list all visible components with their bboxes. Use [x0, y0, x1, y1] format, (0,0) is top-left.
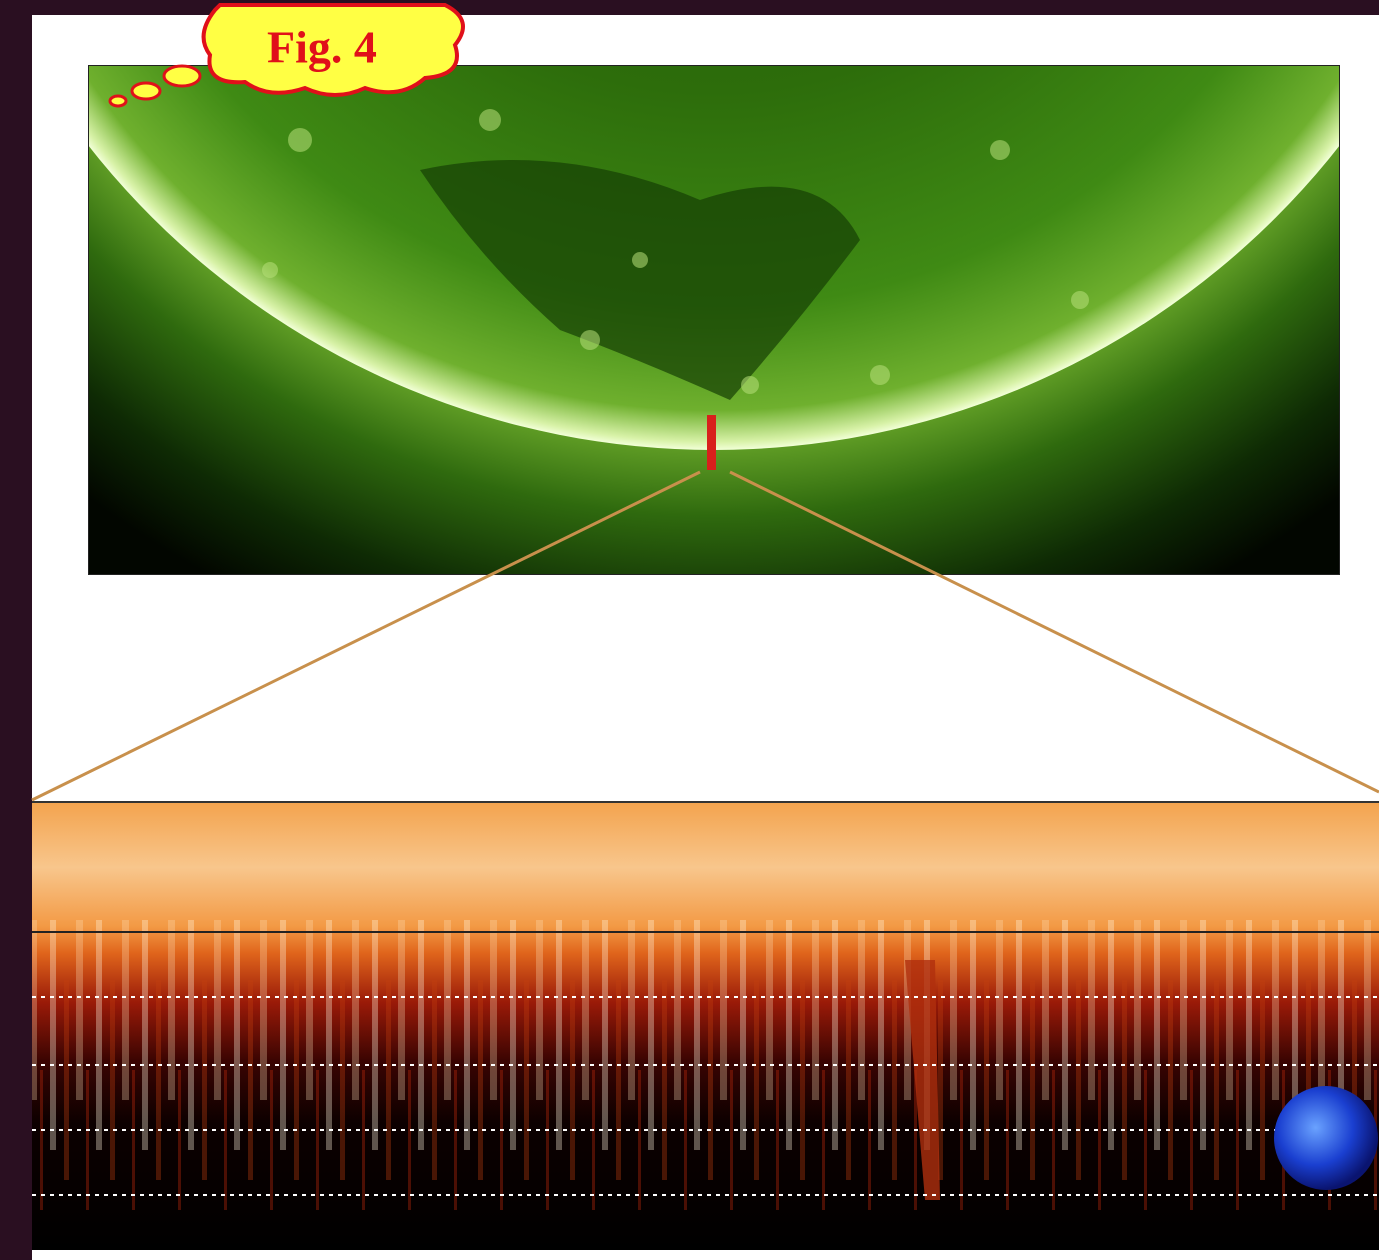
- slit-marker: [707, 415, 716, 470]
- earth: [1274, 1086, 1378, 1190]
- thought-dot: [110, 96, 126, 106]
- thought-dot: [164, 66, 200, 86]
- thought-dot: [132, 83, 160, 99]
- figure-label: Fig. 4: [267, 22, 377, 73]
- spectrogram: [32, 802, 1379, 1250]
- sun-image: [0, 0, 1379, 575]
- page: Fig. 4 (() => { const data = JSON.parse(…: [0, 0, 1379, 1260]
- spectrogram-texture: [32, 802, 1379, 1250]
- figure: Fig. 4: [0, 0, 1379, 1260]
